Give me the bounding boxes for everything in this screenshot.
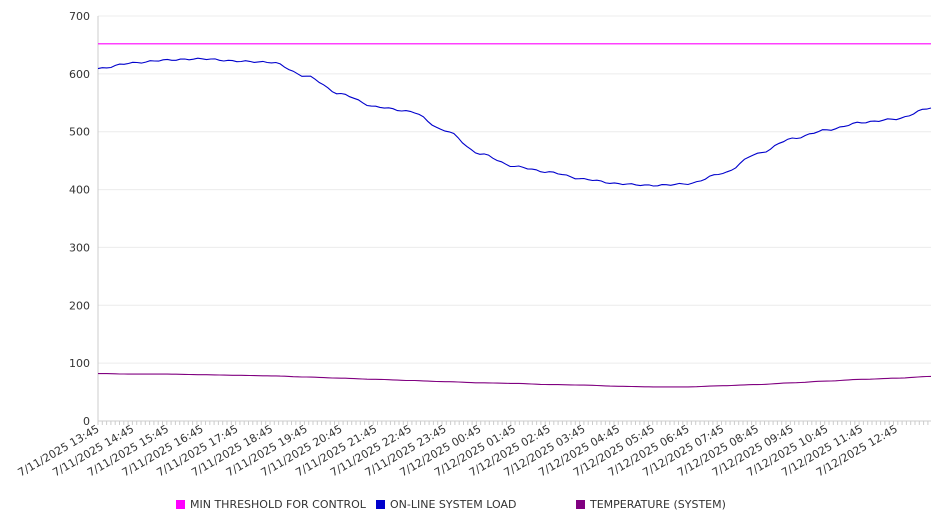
legend-label-min-threshold: MIN THRESHOLD FOR CONTROL: [190, 498, 366, 511]
y-tick-label: 200: [69, 299, 90, 312]
y-tick-label: 600: [69, 68, 90, 81]
legend-item-system-load[interactable]: ON-LINE SYSTEM LOAD: [376, 498, 516, 511]
y-tick-label: 400: [69, 184, 90, 197]
series-line-2: [98, 373, 932, 388]
y-axis: 0 100 200 300 400 500 600 700: [69, 10, 99, 428]
y-tick-label: 300: [69, 241, 90, 254]
y-tick-label: 700: [69, 10, 90, 23]
legend-label-system-load: ON-LINE SYSTEM LOAD: [390, 498, 517, 511]
y-tick-label: 0: [83, 415, 90, 428]
legend: MIN THRESHOLD FOR CONTROL ON-LINE SYSTEM…: [0, 498, 946, 514]
legend-item-temperature[interactable]: TEMPERATURE (SYSTEM): [576, 498, 726, 511]
y-tick-label: 100: [69, 357, 90, 370]
series-line-1: [97, 57, 932, 187]
legend-item-min-threshold[interactable]: MIN THRESHOLD FOR CONTROL: [176, 498, 366, 511]
legend-swatch-system-load: [376, 500, 385, 509]
legend-label-temperature: TEMPERATURE (SYSTEM): [590, 498, 726, 511]
y-tick-label: 500: [69, 126, 90, 139]
series-lines: [97, 43, 932, 388]
x-axis: 7/11/2025 13:457/11/2025 14:457/11/2025 …: [16, 421, 929, 479]
legend-swatch-temperature: [576, 500, 585, 509]
grid-lines: [98, 15, 931, 422]
legend-swatch-min-threshold: [176, 500, 185, 509]
